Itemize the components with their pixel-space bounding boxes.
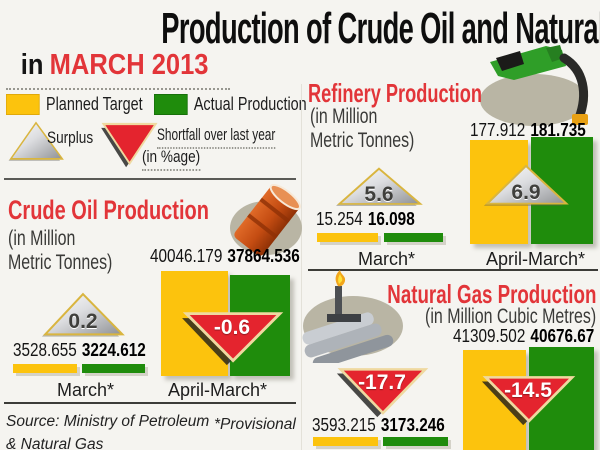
legend-divider-line: [4, 178, 296, 180]
natural-gas-april-march-actual: 40676.67: [530, 326, 595, 346]
crude-oil-unit: (in Million Metric Tonnes): [8, 227, 112, 274]
crude-oil-unit-line1: (in Million: [8, 227, 76, 250]
natural-gas-march-planned: 3593.215: [312, 415, 376, 435]
source-line2: & Natural Gas: [6, 436, 104, 450]
shortfall-label-line1: Shortfall over last year: [157, 125, 276, 149]
natural-gas-march-change: -17.7: [358, 371, 406, 395]
column-divider: [301, 84, 302, 450]
subtitle-period: MARCH 2013: [49, 49, 209, 81]
refinery-march-change: 5.6: [364, 182, 394, 206]
natural-gas-march-values: 3593.215 3173.246: [312, 415, 445, 436]
natural-gas-march-planned-strip: [313, 437, 378, 446]
crude-march-actual: 3224.612: [81, 340, 146, 360]
refinery-march-label: March*: [358, 249, 416, 269]
subtitle-prefix: in: [20, 49, 44, 81]
refinery-april-march-planned: 177.912: [470, 120, 526, 140]
crude-march-values: 3528.655 3224.612: [13, 340, 146, 361]
natural-gas-unit: (in Million Cubic Metres): [424, 305, 596, 328]
refinery-unit: (in Million Metric Tonnes): [310, 105, 414, 152]
crude-april-march-actual: 37864.536: [227, 246, 300, 266]
natural-gas-april-march-values: 41309.502 40676.67: [453, 326, 594, 347]
natural-gas-march-actual-strip: [383, 437, 448, 446]
crude-oil-unit-line2: Metric Tonnes): [8, 250, 113, 274]
refinery-april-march-change: 6.9: [511, 181, 541, 204]
crude-april-march-planned: 40046.179: [150, 246, 223, 266]
refinery-april-march-surplus-triangle: 6.9: [483, 163, 569, 208]
crude-march-change: 0.2: [68, 310, 98, 334]
actual-production-swatch: [153, 94, 188, 115]
oil-barrel-icon: [222, 183, 304, 264]
refinery-unit-line1: (in Million: [310, 105, 378, 128]
crude-oil-title: Crude Oil Production: [8, 195, 209, 225]
refinery-march-planned-strip: [317, 233, 378, 242]
crude-march-planned: 3528.655: [13, 340, 77, 360]
refinery-unit-line2: Metric Tonnes): [310, 128, 415, 152]
refinery-section-divider-line: [308, 269, 598, 271]
shortfall-triangle-icon: [100, 121, 158, 168]
crude-april-march-values: 40046.179 37864.536: [150, 246, 300, 267]
refinery-april-march-values: 177.912 181.735: [470, 120, 586, 141]
planned-target-label: Planned Target: [46, 94, 143, 114]
surplus-triangle-icon: [8, 120, 64, 163]
crude-march-planned-strip: [13, 364, 77, 373]
natural-gas-march-actual: 3173.246: [380, 415, 445, 435]
refinery-march-actual: 16.098: [367, 209, 415, 229]
refinery-title: Refinery Production: [308, 78, 482, 108]
legend-top-dotted-line: [6, 88, 230, 90]
refinery-april-march-actual: 181.735: [530, 120, 586, 140]
gas-pipeline-icon: [297, 270, 405, 370]
refinery-march-surplus-triangle: 5.6: [335, 166, 423, 208]
source-line1: Source: Ministry of Petroleum: [6, 413, 210, 430]
refinery-march-values: 15.254 16.098: [316, 209, 415, 230]
natural-gas-title: Natural Gas Production: [386, 279, 596, 309]
page-title: Production of Crude Oil and Natural Gas: [161, 4, 600, 53]
page-subtitle: in MARCH 2013: [21, 49, 209, 82]
shortfall-label-line2: (in %age): [142, 147, 201, 171]
refinery-april-march-label: April-March*: [486, 249, 586, 269]
natural-gas-april-march-shortfall-triangle: -14.5: [480, 374, 576, 426]
provisional-note: *Provisional: [214, 416, 296, 433]
fuel-nozzle-icon: [476, 36, 600, 130]
crude-section-divider-line: [4, 402, 296, 404]
refinery-march-planned: 15.254: [316, 209, 363, 229]
legend-row-swatches: Planned Target Actual Production: [6, 94, 318, 115]
crude-april-march-change: -0.6: [213, 315, 251, 339]
crude-march-label: March*: [57, 380, 115, 400]
crude-april-march-shortfall-triangle: -0.6: [180, 310, 284, 366]
planned-target-swatch: [6, 94, 40, 115]
surplus-label: Surplus: [47, 128, 94, 147]
refinery-march-actual-strip: [384, 233, 443, 242]
natural-gas-april-march-planned: 41309.502: [453, 326, 526, 346]
crude-march-surplus-triangle: 0.2: [41, 291, 125, 339]
actual-production-label: Actual Production: [193, 94, 307, 114]
natural-gas-march-shortfall-triangle: -17.7: [335, 366, 429, 418]
crude-april-march-label: April-March*: [168, 380, 268, 400]
crude-march-actual-strip: [82, 364, 145, 373]
natural-gas-april-march-change: -14.5: [504, 379, 552, 403]
